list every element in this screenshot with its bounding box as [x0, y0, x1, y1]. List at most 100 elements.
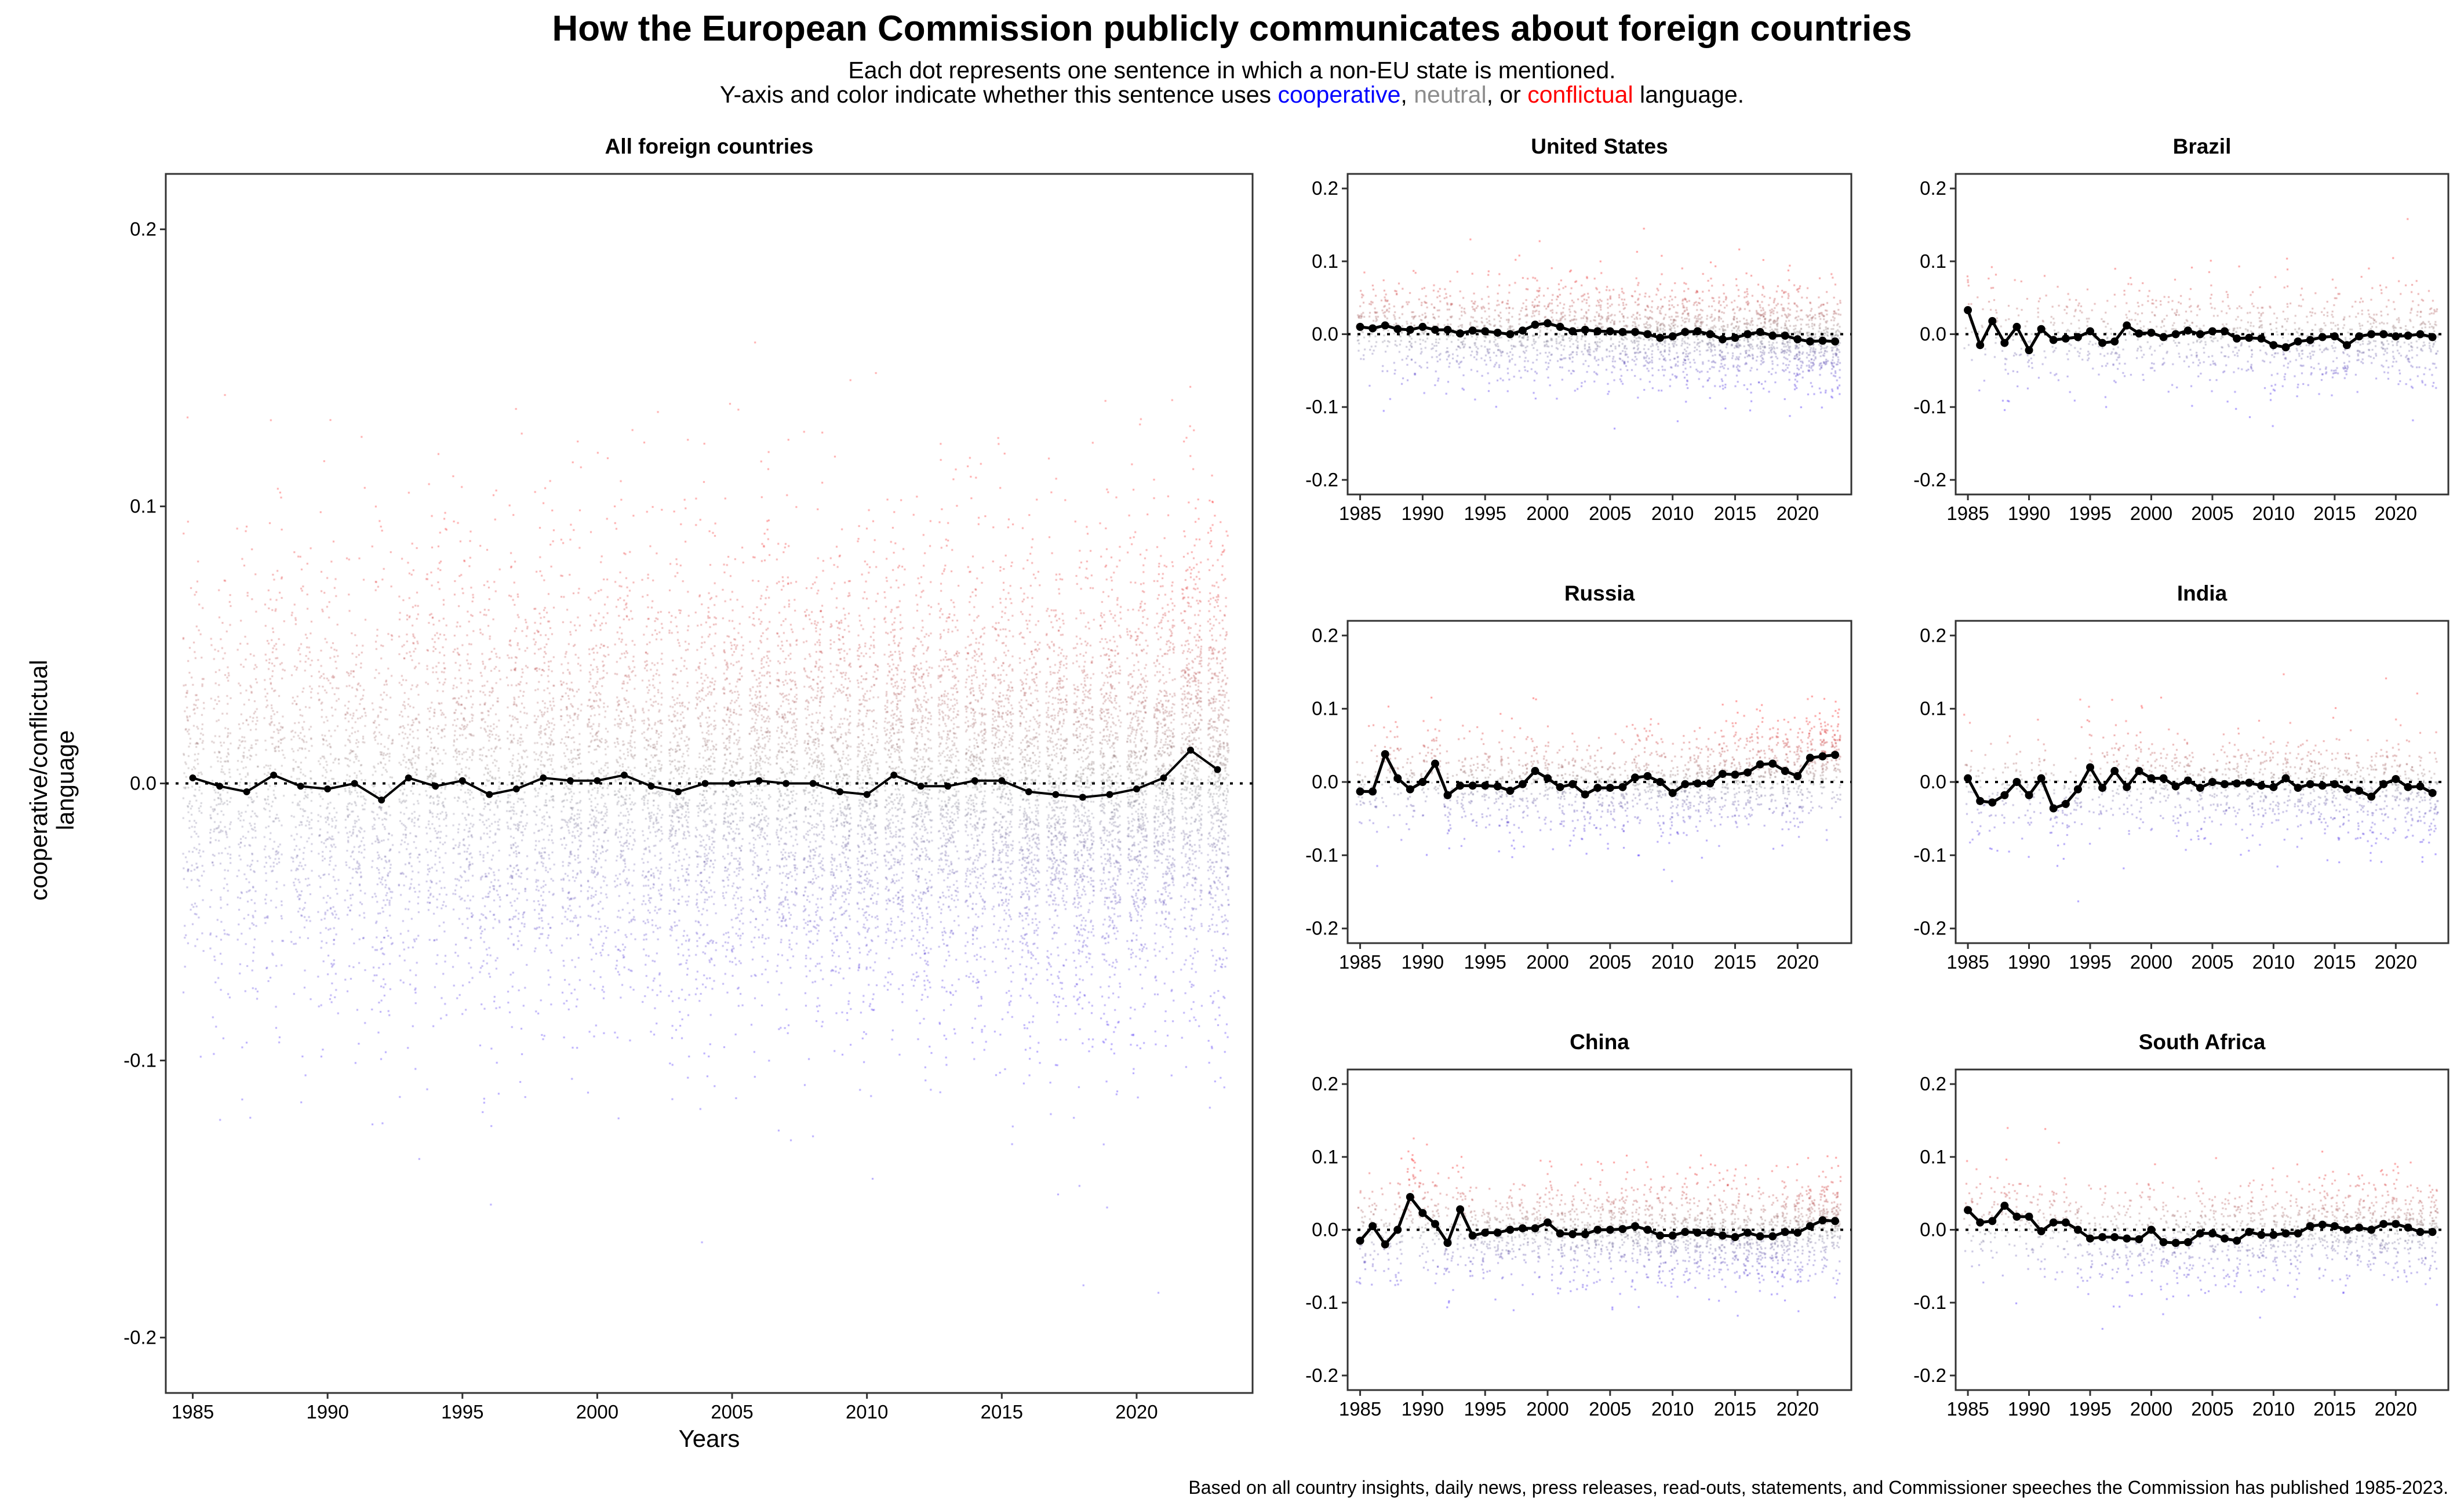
- yearly-mean-point: [1493, 782, 1502, 791]
- yearly-mean-point: [1668, 332, 1677, 341]
- y-tick-label: -0.1: [1305, 844, 1338, 865]
- subtitle-sep: , or: [1486, 81, 1528, 108]
- panel-title: South Africa: [2139, 1030, 2266, 1054]
- yearly-mean-point: [1630, 1222, 1639, 1231]
- yearly-mean-point: [1681, 780, 1690, 788]
- y-tick-label: 0.2: [1312, 1073, 1338, 1094]
- yearly-mean-point: [620, 772, 628, 779]
- yearly-mean-point: [189, 774, 196, 781]
- panel-title: Russia: [1564, 581, 1635, 605]
- yearly-mean-point: [1706, 779, 1715, 788]
- yearly-mean-point: [1493, 1228, 1502, 1237]
- y-tick-label: -0.1: [123, 1049, 156, 1071]
- yearly-mean-point: [2049, 1218, 2058, 1227]
- yearly-mean-point: [216, 783, 224, 790]
- legend-conflictual: conflictual: [1527, 81, 1633, 108]
- yearly-mean-point: [2306, 336, 2314, 344]
- x-tick-label: 2000: [1526, 951, 1568, 973]
- x-tick-label: 1995: [2069, 503, 2111, 524]
- yearly-mean-point: [1518, 1224, 1527, 1232]
- yearly-mean-point: [2245, 779, 2254, 787]
- yearly-mean-point: [2318, 781, 2327, 790]
- yearly-mean-point: [2196, 784, 2204, 792]
- legend-cooperative: cooperative: [1278, 81, 1401, 108]
- yearly-mean-point: [1468, 1231, 1477, 1240]
- yearly-mean-point: [1531, 1224, 1539, 1232]
- x-tick-label: 1985: [1339, 951, 1381, 973]
- yearly-mean-point: [1656, 778, 1665, 786]
- yearly-mean-point: [2257, 781, 2266, 790]
- yearly-mean-point: [1988, 1217, 1997, 1225]
- y-tick-label: -0.2: [1305, 1365, 1338, 1386]
- yearly-mean-point: [1744, 330, 1752, 339]
- yearly-mean-point: [2392, 774, 2400, 783]
- panel-title: India: [2177, 581, 2228, 605]
- x-tick-label: 1985: [1946, 503, 1989, 524]
- y-tick-label: -0.1: [1913, 396, 1946, 417]
- y-tick-label: -0.1: [1305, 1292, 1338, 1313]
- yearly-mean-point: [2269, 341, 2278, 350]
- y-tick-label: 0.2: [1920, 1073, 1946, 1094]
- yearly-mean-point: [1976, 1218, 1985, 1227]
- yearly-mean-point: [1443, 791, 1452, 799]
- y-tick-label: 0.2: [1920, 624, 1946, 646]
- yearly-mean-point: [2208, 327, 2216, 336]
- y-tick-label: 0.0: [1312, 323, 1338, 345]
- yearly-mean-point: [1793, 772, 1802, 780]
- x-tick-label: 2020: [2375, 951, 2417, 973]
- yearly-mean-point: [1106, 791, 1113, 798]
- x-tick-label: 2020: [1115, 1401, 1158, 1423]
- yearly-mean-point: [2342, 341, 2351, 350]
- yearly-mean-point: [2330, 780, 2339, 788]
- x-tick-label: 2015: [2313, 1398, 2356, 1420]
- legend-neutral: neutral: [1414, 81, 1487, 108]
- yearly-mean-point: [2037, 1227, 2046, 1236]
- y-tick-label: 0.1: [1312, 250, 1338, 272]
- yearly-mean-point: [917, 783, 925, 790]
- yearly-mean-point: [2342, 1225, 2351, 1234]
- yearly-mean-point: [1693, 779, 1702, 788]
- x-tick-label: 2010: [2252, 503, 2295, 524]
- yearly-mean-point: [2098, 784, 2107, 792]
- yearly-mean-point: [1830, 751, 1839, 759]
- yearly-mean-point: [1356, 1236, 1364, 1245]
- yearly-mean-point: [674, 788, 682, 795]
- yearly-mean-point: [2379, 1220, 2388, 1228]
- yearly-mean-point: [1544, 1218, 1552, 1227]
- x-tick-label: 2010: [1651, 503, 1694, 524]
- yearly-mean-point: [2147, 328, 2156, 337]
- yearly-mean-point: [1768, 759, 1777, 768]
- yearly-mean-point: [2294, 784, 2302, 792]
- yearly-mean-point: [2269, 783, 2278, 791]
- yearly-mean-point: [1544, 319, 1552, 328]
- yearly-mean-point: [1731, 1233, 1739, 1242]
- yearly-mean-point: [1643, 330, 1652, 339]
- yearly-mean-point: [1581, 790, 1589, 799]
- x-tick-label: 1985: [1946, 1398, 1989, 1420]
- yearly-mean-point: [1431, 325, 1439, 334]
- yearly-mean-point: [1356, 787, 1364, 796]
- yearly-mean-point: [647, 783, 655, 790]
- yearly-mean-point: [2159, 333, 2168, 341]
- yearly-mean-point: [2404, 1223, 2412, 1232]
- x-tick-label: 2000: [2130, 951, 2172, 973]
- yearly-mean-point: [2061, 334, 2070, 343]
- x-tick-label: 2010: [1651, 1398, 1694, 1420]
- y-tick-label: -0.2: [1913, 469, 1946, 490]
- x-tick-label: 1995: [1464, 503, 1506, 524]
- yearly-mean-point: [1731, 333, 1739, 342]
- yearly-mean-point: [1706, 330, 1715, 339]
- yearly-mean-point: [2000, 791, 2009, 799]
- yearly-mean-point: [2257, 334, 2266, 343]
- yearly-mean-point: [729, 780, 736, 787]
- yearly-mean-point: [2135, 767, 2143, 776]
- yearly-mean-point: [971, 777, 978, 784]
- x-tick-label: 2015: [981, 1401, 1023, 1423]
- yearly-mean-point: [2367, 330, 2376, 339]
- yearly-mean-point: [2147, 774, 2156, 783]
- yearly-mean-point: [1618, 783, 1627, 791]
- yearly-mean-point: [2000, 339, 2009, 347]
- panel-title: United States: [1531, 134, 1668, 158]
